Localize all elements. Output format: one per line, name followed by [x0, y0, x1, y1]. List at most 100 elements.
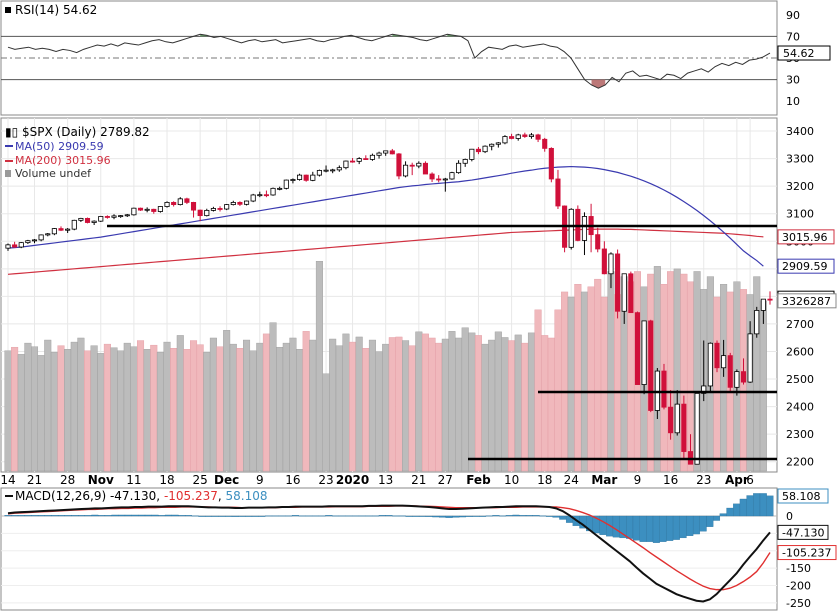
- volume-bar: [368, 339, 376, 472]
- volume-bar: [289, 337, 297, 472]
- x-tick-label: 9: [256, 473, 264, 487]
- rsi-panel: 9070503010 RSI(14) 54.62 54.62: [0, 0, 831, 116]
- candle-body: [707, 342, 713, 387]
- macd-histogram-bar: [539, 515, 547, 517]
- candle-body: [376, 152, 382, 156]
- volume-bar: [110, 347, 118, 472]
- candle-body: [277, 187, 283, 190]
- volume-bar: [415, 331, 423, 472]
- candle-body: [442, 178, 448, 181]
- macd-histogram-bar: [679, 515, 687, 539]
- rsi-grid: [1, 35, 777, 81]
- macd-tick-label: -200: [786, 579, 811, 592]
- volume-bar: [137, 340, 145, 472]
- macd-histogram-bar: [465, 515, 473, 517]
- volume-bar: [44, 339, 52, 472]
- x-tick-label: 10: [504, 473, 519, 487]
- ma50-label: MA(50) 2909.59: [15, 140, 104, 153]
- macd-histogram-bar: [278, 515, 286, 517]
- candle-body: [38, 234, 44, 241]
- candle-body: [171, 202, 177, 206]
- macd-histogram-bar: [759, 493, 767, 517]
- macd-legend: MACD(12,26,9) -47.130, -105.237, 58.108: [5, 489, 268, 503]
- volume-bar: [223, 330, 231, 472]
- volume-bar: [30, 346, 39, 472]
- rsi-value-label: 54.62: [783, 47, 815, 60]
- macd-histogram-bar: [231, 515, 239, 517]
- volume-bar: [587, 286, 595, 472]
- macd-histogram-bar: [98, 515, 106, 517]
- volume-bar: [276, 346, 284, 472]
- macd-histogram-bar: [171, 514, 179, 517]
- macd-histogram-bar: [57, 515, 65, 517]
- macd-histogram-bar: [525, 515, 533, 517]
- volume-bar: [441, 338, 449, 472]
- candle-body: [5, 244, 11, 249]
- macd-histogram-bar: [338, 515, 346, 517]
- volume-bar: [474, 335, 482, 472]
- macd-histogram-bar: [686, 515, 694, 536]
- x-tick-label: 2020: [336, 473, 369, 487]
- macd-histogram-bar: [151, 514, 159, 517]
- candle-body: [601, 248, 607, 275]
- x-tick-label: Mar: [591, 473, 617, 487]
- candle-body: [409, 164, 415, 167]
- rsi-line: [7, 33, 771, 89]
- macd-histogram-bar: [632, 515, 640, 541]
- volume-bar: [395, 336, 403, 472]
- x-tick-label: 6: [746, 473, 754, 487]
- macd-label: MACD(12,26,9) -47.130, -105.237, 58.108: [15, 489, 268, 503]
- volume-bar: [594, 278, 602, 472]
- candle-body: [237, 202, 243, 205]
- volume-bar: [720, 284, 728, 472]
- volume-bar: [402, 340, 410, 472]
- candle-body: [164, 202, 170, 207]
- candle-body: [482, 145, 488, 153]
- candle-body: [263, 194, 269, 197]
- volume-bar: [382, 343, 390, 472]
- volume-bar: [408, 345, 416, 472]
- macd-histogram-bar: [452, 515, 460, 518]
- candle-body: [157, 206, 163, 212]
- macd-histogram-bar: [372, 515, 380, 517]
- macd-histogram-bar: [532, 515, 540, 517]
- volume-bar: [362, 348, 370, 472]
- volume-bar: [435, 342, 443, 472]
- volume-label: Volume undef: [15, 167, 92, 180]
- rsi-value-marker: 54.62: [777, 45, 831, 61]
- candle-body: [310, 174, 316, 181]
- price-tick-label: 3200: [786, 180, 814, 193]
- volume-bar: [468, 332, 476, 472]
- macd-histogram-bar: [311, 515, 319, 517]
- macd-histogram-bar: [245, 515, 253, 517]
- macd-histogram-bar: [479, 515, 487, 517]
- macd-histogram-bar: [31, 515, 39, 517]
- macd-histogram-bar: [178, 515, 186, 517]
- x-tick-label: 25: [193, 473, 208, 487]
- candle-body: [396, 153, 402, 177]
- macd-histogram-bar: [545, 515, 553, 517]
- macd-histogram: [4, 493, 774, 543]
- rsi-label: RSI(14) 54.62: [15, 3, 97, 17]
- volume-bar: [296, 349, 304, 472]
- x-tick-label: 24: [564, 473, 579, 487]
- macd-histogram-bar: [519, 515, 527, 517]
- rsi-legend: RSI(14) 54.62: [5, 3, 97, 17]
- x-tick-label: 16: [663, 473, 678, 487]
- x-tick-label: 27: [438, 473, 453, 487]
- candle-body: [343, 160, 349, 169]
- macd-histogram-bar: [719, 513, 727, 517]
- candle-body: [608, 253, 614, 275]
- volume-bar: [521, 342, 529, 472]
- ma200-legend-swatch: [5, 160, 13, 162]
- price-tick-label: 3300: [786, 153, 814, 166]
- macd-histogram-bar: [392, 515, 400, 517]
- candle-body: [436, 178, 442, 181]
- volume-bar: [673, 268, 681, 472]
- macd-histogram-bar: [291, 515, 299, 517]
- macd-histogram-bar: [552, 515, 560, 518]
- macd-histogram-bar: [505, 515, 513, 517]
- macd-histogram-bar: [84, 515, 92, 517]
- macd-label-hist: 58.108: [226, 489, 268, 503]
